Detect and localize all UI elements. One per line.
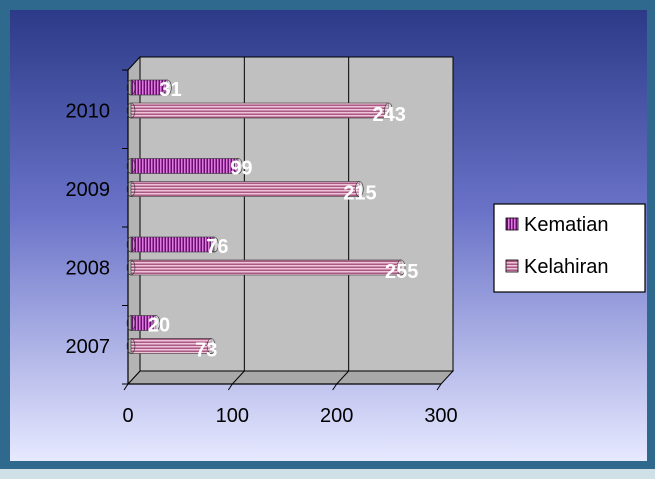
y-tick-label-2007: 2007	[66, 336, 111, 358]
bar-kelahiran-2009-body	[130, 181, 360, 197]
bar-kematian-2007-start-cap	[126, 315, 136, 331]
bar-kelahiran-2010-start-cap	[126, 102, 136, 119]
plot-area: 20 73 2007 76 255 2008 99 215 2009 31 243 2010 0 100 2…	[66, 55, 458, 427]
plot-floor	[126, 370, 455, 385]
legend-label-kematian: Kematian	[524, 214, 609, 236]
data-label-kelahiran-2008: 255	[385, 261, 418, 283]
bar-kematian-2009-cap	[233, 158, 243, 174]
legend-swatch-kelahiran	[505, 259, 519, 273]
bar-kematian-2009-start-cap	[126, 158, 136, 174]
bar-kelahiran-2008-cap	[396, 259, 406, 276]
y-tick-label-2009: 2009	[66, 179, 111, 201]
bar-kematian-2010	[126, 79, 172, 96]
bar-kelahiran-2008	[126, 259, 406, 276]
x-tick-label-0: 0	[122, 405, 133, 427]
data-label-kematian-2009: 99	[230, 158, 252, 180]
x-tick-label-100: 100	[216, 405, 249, 427]
x-tick-label-300: 300	[424, 405, 457, 427]
x-tick	[436, 383, 442, 391]
bar-kelahiran-2009	[126, 181, 364, 197]
bar-kematian-2008-body	[130, 236, 215, 253]
gridline-floor	[231, 370, 245, 385]
y-tick-label-2010: 2010	[66, 100, 111, 122]
bar-kematian-2010-body	[130, 79, 168, 96]
bar-kelahiran-2008-body	[130, 259, 402, 276]
bar-kematian-2010-start-cap	[126, 79, 136, 96]
bar-kematian-2009-body	[130, 158, 239, 174]
legend-label-kelahiran: Kelahiran	[524, 256, 609, 278]
bar-kematian-2007	[126, 315, 161, 331]
legend-swatch-kematian	[505, 217, 519, 231]
bar-kelahiran-2007-start-cap	[126, 338, 136, 354]
x-tick	[332, 383, 338, 391]
data-label-kematian-2008: 76	[206, 236, 228, 258]
bar-kelahiran-2009-start-cap	[126, 181, 136, 197]
bar-kelahiran-2009-cap	[355, 181, 364, 197]
y-tick-label-2008: 2008	[66, 257, 111, 279]
x-tick-label-200: 200	[320, 405, 353, 427]
data-label-kematian-2007: 20	[148, 315, 170, 337]
bar-kelahiran-2008-start-cap	[126, 259, 136, 276]
bar-kematian-2008-cap	[209, 236, 219, 253]
bar-kelahiran-2010-cap	[384, 102, 393, 119]
bar-kematian-2008	[126, 236, 219, 253]
data-label-kelahiran-2010: 243	[373, 104, 406, 126]
bar-kelahiran-2007-body	[130, 338, 212, 354]
legend-box	[493, 203, 646, 293]
data-label-kematian-2010: 31	[159, 79, 181, 101]
gridline-floor	[336, 370, 350, 385]
bar-chart: 20 73 2007 76 255 2008 99 215 2009 31 243 2010 0 100 2…	[66, 55, 646, 427]
bar-kelahiran-2007	[126, 338, 216, 354]
x-tick	[227, 383, 233, 391]
bar-kelahiran-2010	[126, 102, 393, 119]
x-tick	[123, 383, 129, 391]
bar-kelahiran-2007-cap	[206, 338, 216, 354]
bar-kematian-2010-cap	[163, 79, 172, 96]
bar-kematian-2007-body	[130, 315, 157, 331]
chart-frame: 20 73 2007 76 255 2008 99 215 2009 31 243 2010 0 100 2…	[0, 0, 655, 469]
legend: Kematian Kelahiran	[493, 203, 646, 293]
bar-kematian-2008-start-cap	[126, 236, 136, 253]
bar-kelahiran-2010-body	[130, 102, 389, 119]
bar-kematian-2007-cap	[151, 315, 161, 331]
data-label-kelahiran-2009: 215	[343, 183, 376, 205]
bar-kematian-2009	[126, 158, 243, 174]
data-label-kelahiran-2007: 73	[195, 340, 217, 362]
